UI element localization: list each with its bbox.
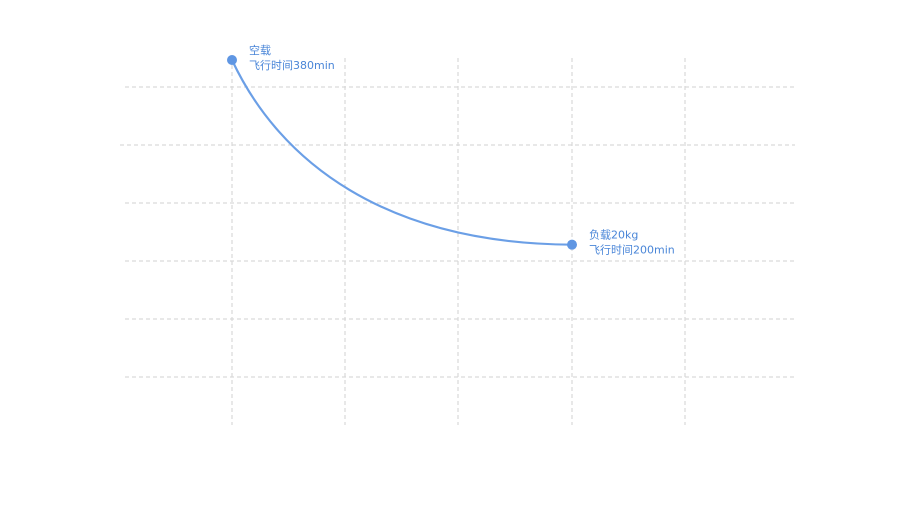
data-label: 负载20kg 飞行时间200min: [589, 228, 675, 257]
grid: [120, 58, 795, 425]
data-point: [227, 55, 237, 65]
data-point: [567, 239, 577, 250]
data-label-line: 飞行时间380min: [249, 59, 335, 72]
chart-marks: 空载飞行时间380min 负载20kg 飞行时间200min: [227, 43, 675, 257]
data-label: 空载飞行时间380min: [249, 43, 335, 72]
data-label-line: 负载20kg: [589, 228, 638, 242]
series-line: [231, 59, 573, 246]
data-label-line: 飞行时间200min: [589, 244, 675, 257]
data-label-line: 空载: [249, 43, 271, 57]
